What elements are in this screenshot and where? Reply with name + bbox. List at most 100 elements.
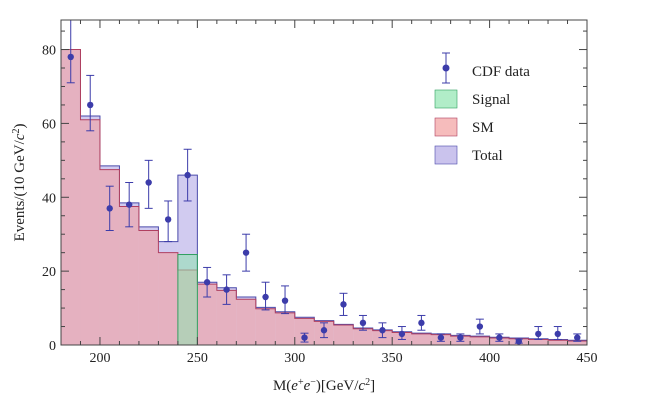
- legend-item-cdf-data: CDF data: [442, 52, 530, 84]
- data-marker: [340, 301, 347, 308]
- series-cdf-data: [66, 19, 582, 345]
- data-marker: [87, 101, 94, 109]
- data-marker: [67, 53, 74, 61]
- data-point: [378, 322, 387, 339]
- sm-bar: [80, 119, 100, 345]
- plot-frame: [60, 19, 588, 346]
- sm-bar: [294, 318, 315, 345]
- data-point: [125, 182, 134, 228]
- data-point: [164, 200, 173, 243]
- data-point: [261, 281, 270, 311]
- legend-label: Signal: [472, 92, 510, 108]
- data-point: [456, 333, 465, 342]
- axes: 200 250 300 350 400 450 0 20 40 60 80: [42, 19, 598, 366]
- x-tick-label: 400: [479, 351, 500, 366]
- axis-title-part: ): [12, 124, 28, 129]
- y-tick-label: 40: [42, 191, 56, 206]
- data-point: [222, 274, 231, 305]
- plot-area: [60, 19, 588, 346]
- data-marker: [457, 334, 464, 341]
- x-tick-label: 300: [284, 351, 305, 366]
- data-point: [183, 148, 192, 202]
- y-tick-label: 20: [42, 265, 56, 280]
- legend-item-total: Total: [434, 145, 503, 165]
- data-point: [436, 333, 445, 342]
- axis-title-part: ]: [370, 378, 375, 394]
- sm-bar: [255, 308, 276, 345]
- sm-bar: [548, 340, 568, 345]
- sm-bar: [158, 252, 178, 345]
- sm-bar: [333, 325, 354, 345]
- sm-bar: [119, 206, 139, 345]
- y-axis-title: Events/(10 GeV/c2): [11, 124, 29, 242]
- axis-title-part: e: [291, 378, 298, 394]
- data-marker: [320, 327, 328, 334]
- data-point: [553, 326, 562, 340]
- sm-bar: [236, 299, 256, 345]
- axis-title-part: c: [12, 133, 28, 140]
- legend-item-signal: Signal: [434, 89, 510, 109]
- legend-label: SM: [472, 120, 494, 136]
- data-point: [203, 266, 212, 298]
- legend-label: Total: [472, 148, 503, 164]
- y-tick-label: 0: [49, 339, 56, 354]
- data-marker: [184, 171, 191, 179]
- legend-swatch: [434, 145, 458, 165]
- sm-bar: [470, 336, 490, 345]
- data-marker: [145, 179, 152, 186]
- data-marker: [281, 297, 289, 304]
- data-marker: [574, 334, 581, 341]
- y-tick-label: 60: [42, 117, 56, 132]
- legend: CDF data Signal SM Total: [421, 42, 562, 167]
- axis-title-part: 2: [11, 129, 22, 134]
- axis-title-part: +: [298, 377, 304, 388]
- legend-swatch: [434, 117, 458, 137]
- total-outline: [60, 49, 588, 345]
- data-point: [495, 333, 504, 342]
- data-marker: [262, 293, 269, 301]
- data-point: [358, 314, 367, 331]
- sm-bar: [138, 230, 159, 345]
- data-marker: [398, 330, 406, 338]
- y-tick-label: 80: [42, 44, 56, 59]
- legend-marker: [442, 64, 450, 72]
- data-point: [242, 233, 251, 272]
- data-marker: [301, 334, 308, 341]
- data-marker: [359, 319, 367, 327]
- data-marker: [242, 249, 250, 256]
- x-tick-label: 450: [577, 351, 598, 366]
- data-marker: [476, 323, 484, 330]
- axis-title-part: 2: [365, 377, 370, 388]
- data-point: [534, 326, 543, 340]
- sm-bar: [567, 340, 587, 345]
- x-tick-label: 350: [382, 351, 403, 366]
- data-marker: [554, 330, 561, 338]
- data-point: [86, 74, 95, 132]
- histogram-signal: [177, 254, 198, 346]
- data-marker: [125, 201, 133, 208]
- data-point: [475, 318, 484, 335]
- data-marker: [379, 327, 386, 334]
- data-marker: [223, 286, 230, 293]
- sm-bar: [99, 169, 120, 345]
- data-point: [105, 185, 114, 232]
- data-point: [320, 322, 328, 339]
- x-tick-label: 200: [89, 351, 110, 366]
- sm-bar: [275, 312, 295, 345]
- data-marker: [164, 216, 172, 223]
- sm-bar: [411, 333, 432, 345]
- sm-bar: [528, 339, 549, 345]
- data-marker: [106, 205, 113, 212]
- data-point: [144, 159, 153, 209]
- sm-outline: [60, 49, 588, 345]
- axis-title-part: −: [310, 377, 316, 388]
- data-marker: [515, 338, 523, 345]
- sm-bar: [216, 290, 237, 345]
- data-marker: [535, 330, 542, 338]
- sm-bar: [353, 328, 373, 345]
- data-marker: [437, 334, 445, 341]
- legend-item-sm: SM: [434, 117, 494, 137]
- data-marker: [418, 319, 425, 327]
